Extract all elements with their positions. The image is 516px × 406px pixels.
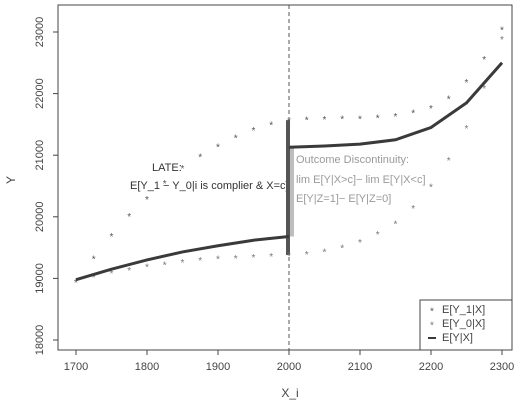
y-tick-label: 22000 bbox=[34, 78, 46, 109]
data-point: * bbox=[482, 55, 486, 66]
data-point: * bbox=[252, 126, 256, 137]
x-tick-label: 1800 bbox=[135, 361, 159, 373]
data-point: * bbox=[74, 278, 78, 289]
data-point: * bbox=[465, 78, 469, 89]
data-point: * bbox=[340, 244, 344, 255]
data-point: * bbox=[145, 195, 149, 206]
data-point: * bbox=[234, 133, 238, 144]
x-tick-label: 2300 bbox=[490, 361, 514, 373]
data-point: * bbox=[181, 164, 185, 175]
data-point: * bbox=[234, 254, 238, 265]
data-point: * bbox=[74, 278, 78, 289]
annotation: LATE: bbox=[152, 162, 182, 174]
plot-frame bbox=[57, 4, 513, 351]
annotation: E[Y|Z=1]− E[Y|Z=0] bbox=[296, 193, 391, 205]
series-line bbox=[75, 61, 504, 282]
data-point: * bbox=[376, 113, 380, 124]
data-point: * bbox=[110, 232, 114, 243]
data-point: * bbox=[287, 117, 291, 128]
y-tick-label: 21000 bbox=[34, 140, 46, 171]
x-tick-label: 2100 bbox=[348, 361, 372, 373]
data-point: * bbox=[163, 260, 167, 271]
data-point: * bbox=[198, 256, 202, 267]
data-point: * bbox=[394, 220, 398, 231]
data-point: * bbox=[358, 238, 362, 249]
data-point: * bbox=[269, 120, 273, 131]
data-point: * bbox=[376, 230, 380, 241]
data-point: * bbox=[447, 156, 451, 167]
data-point: * bbox=[127, 212, 131, 223]
data-point: * bbox=[465, 124, 469, 135]
legend-label: E[Y_1|X] bbox=[442, 304, 485, 316]
data-point: * bbox=[411, 109, 415, 120]
data-point: * bbox=[358, 114, 362, 125]
data-point: * bbox=[92, 255, 96, 266]
legend-symbol: * bbox=[430, 307, 434, 318]
x-tick-label: 2000 bbox=[277, 361, 301, 373]
data-point: * bbox=[181, 258, 185, 269]
x-axis-label: X_i bbox=[281, 386, 298, 400]
annotation: lim E[Y|X>c]− lim E[Y|X<c] bbox=[296, 174, 426, 186]
data-point: * bbox=[110, 269, 114, 280]
data-point: * bbox=[447, 95, 451, 106]
data-point: * bbox=[198, 152, 202, 163]
y-tick-label: 18000 bbox=[34, 325, 46, 356]
x-tick-label: 1900 bbox=[206, 361, 230, 373]
data-point: * bbox=[323, 115, 327, 126]
legend-label: E[Y_0|X] bbox=[442, 318, 485, 330]
data-point: * bbox=[323, 247, 327, 258]
data-point: * bbox=[500, 26, 504, 37]
data-point: * bbox=[411, 204, 415, 215]
data-point: * bbox=[287, 252, 291, 263]
data-point: * bbox=[394, 112, 398, 123]
y-tick-label: 23000 bbox=[34, 17, 46, 48]
data-point: * bbox=[92, 273, 96, 284]
data-point: * bbox=[216, 143, 220, 154]
legend-label: E[Y|X] bbox=[442, 332, 473, 344]
data-point: * bbox=[482, 84, 486, 95]
data-point: * bbox=[429, 104, 433, 115]
data-point: * bbox=[269, 252, 273, 263]
data-point: * bbox=[429, 183, 433, 194]
data-point: * bbox=[127, 266, 131, 277]
data-point: * bbox=[216, 255, 220, 266]
y-axis-label: Y bbox=[4, 176, 18, 184]
data-point: * bbox=[163, 179, 167, 190]
data-point: * bbox=[500, 35, 504, 46]
x-tick-label: 1700 bbox=[64, 361, 88, 373]
legend-symbol: * bbox=[430, 321, 434, 332]
data-point: * bbox=[252, 253, 256, 264]
data-point: * bbox=[305, 115, 309, 126]
y-tick-label: 19000 bbox=[34, 263, 46, 294]
annotation: E[Y_1 − Y_0|i is complier & X=c] bbox=[130, 180, 289, 192]
legend-box bbox=[419, 299, 513, 351]
y-tick-label: 20000 bbox=[34, 202, 46, 233]
annotation: Outcome Discontinuity: bbox=[296, 154, 409, 166]
data-point: * bbox=[145, 263, 149, 274]
data-point: * bbox=[305, 250, 309, 261]
x-tick-label: 2200 bbox=[419, 361, 443, 373]
data-point: * bbox=[340, 115, 344, 126]
